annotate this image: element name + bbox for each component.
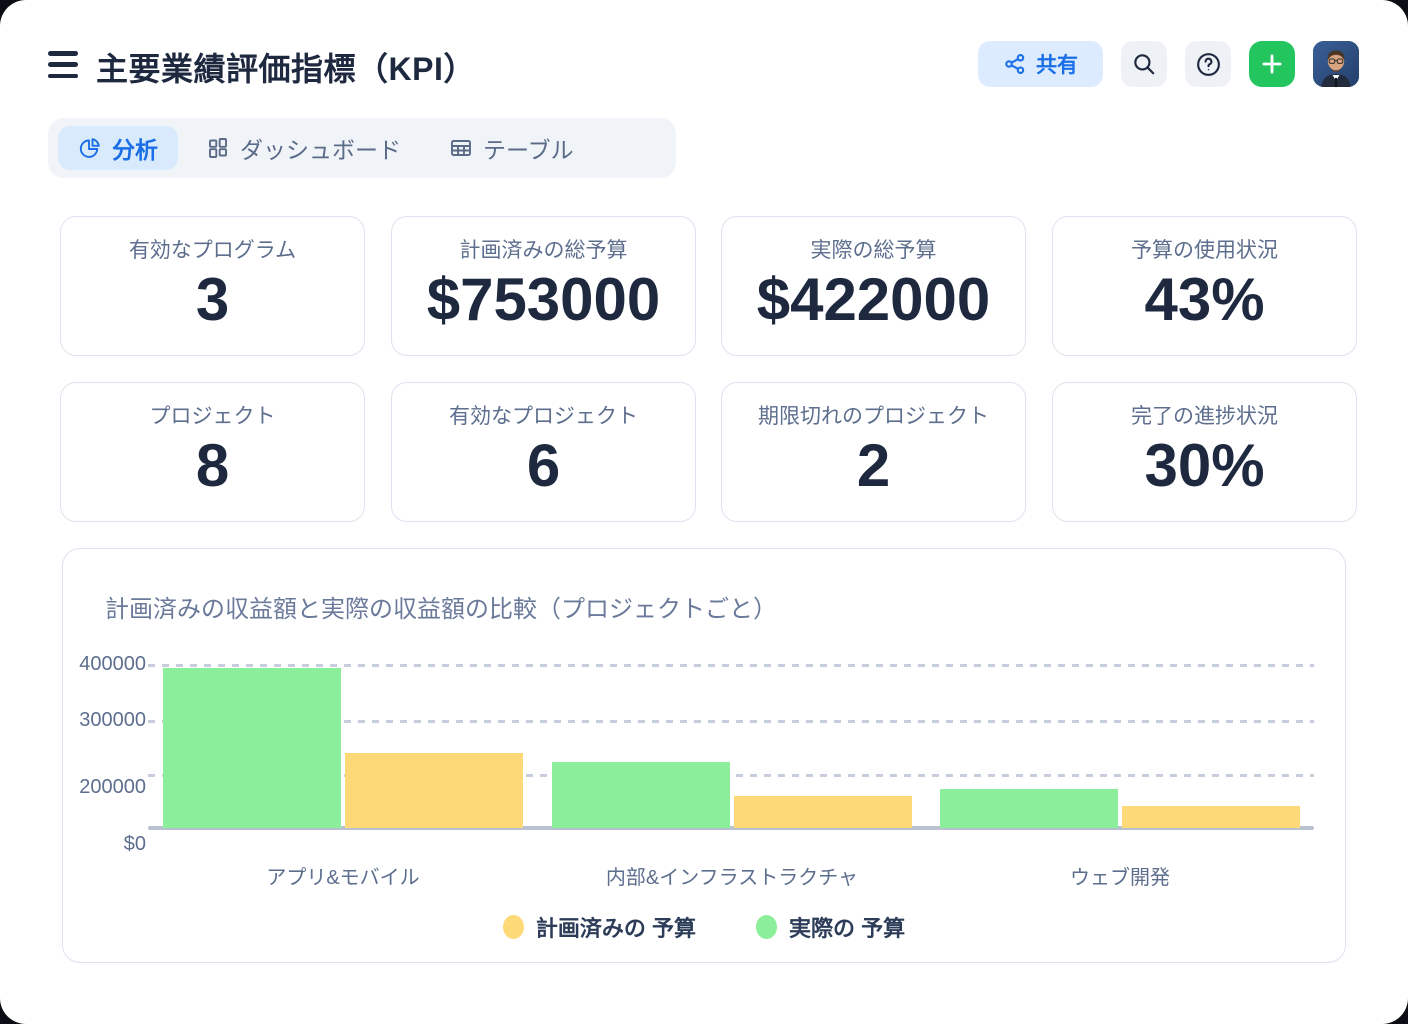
- kpi-label: 期限切れのプロジェクト: [758, 405, 989, 428]
- chart-title: 計画済みの収益額と実際の収益額の比較（プロジェクトごと）: [105, 596, 777, 623]
- category-label: ウェブ開発: [1070, 867, 1170, 889]
- legend-item-planned[interactable]: 計画済みの 予算: [502, 911, 696, 943]
- bar-実際の 予算-内部&インフラストラクチャ[interactable]: [552, 761, 730, 828]
- kpi-value: 2: [856, 432, 891, 499]
- plus-icon: [1259, 51, 1285, 77]
- y-tick-label: 400000: [79, 653, 146, 675]
- bar-計画済みの 予算-内部&インフラストラクチャ[interactable]: [734, 796, 912, 828]
- search-icon: [1131, 51, 1157, 77]
- share-button[interactable]: 共有: [978, 41, 1103, 87]
- actual-budget-swatch-icon: [756, 915, 777, 939]
- kpi-value: 43%: [1144, 266, 1265, 333]
- help-button[interactable]: [1185, 41, 1231, 87]
- kpi-card-actual-budget: 実際の総予算 $422000: [721, 216, 1026, 356]
- category-label: 内部&インフラストラクチャ: [605, 867, 859, 889]
- bar-計画済みの 予算-アプリ&モバイル[interactable]: [345, 753, 523, 828]
- dashboard-icon: [206, 136, 230, 160]
- tab-analysis-label: 分析: [112, 137, 158, 163]
- planned-budget-swatch-icon: [502, 915, 524, 939]
- tab-analysis[interactable]: 分析: [58, 126, 178, 170]
- y-tick-label: 300000: [79, 709, 146, 731]
- kpi-value: $422000: [756, 266, 991, 333]
- kpi-value: 8: [195, 432, 230, 499]
- share-button-label: 共有: [1036, 54, 1078, 77]
- kpi-card-completion-progress: 完了の進捗状況 30%: [1052, 382, 1357, 522]
- kpi-label: 完了の進捗状況: [1131, 405, 1278, 428]
- legend-item-actual[interactable]: 実際の 予算: [756, 911, 905, 943]
- kpi-card-overdue-projects: 期限切れのプロジェクト 2: [721, 382, 1026, 522]
- category-label: アプリ&モバイル: [266, 867, 420, 889]
- view-tabs: 分析 ダッシュボード テーブル: [48, 118, 676, 178]
- kpi-card-active-programs: 有効なプログラム 3: [60, 216, 365, 356]
- y-tick-label: $0: [123, 833, 146, 855]
- legend-label: 実際の 予算: [789, 916, 906, 941]
- gridline-200000: [148, 774, 1314, 777]
- tab-dashboard[interactable]: ダッシュボード: [186, 126, 421, 170]
- tab-table-label: テーブル: [483, 137, 574, 163]
- kpi-value: $753000: [426, 266, 661, 333]
- bar-実際の 予算-ウェブ開発[interactable]: [940, 789, 1118, 828]
- table-icon: [449, 136, 473, 160]
- pie-chart-icon: [78, 136, 102, 160]
- y-tick-label: 200000: [79, 776, 146, 798]
- kpi-label: 実際の総予算: [810, 239, 937, 262]
- kpi-card-budget-usage: 予算の使用状況 43%: [1052, 216, 1357, 356]
- kpi-card-active-projects: 有効なプロジェクト 6: [391, 382, 696, 522]
- hamburger-menu-icon[interactable]: [48, 51, 78, 78]
- kpi-label: 有効なプログラム: [128, 239, 297, 262]
- share-icon: [1003, 52, 1027, 76]
- bar-計画済みの 予算-ウェブ開発[interactable]: [1122, 806, 1300, 828]
- kpi-card-planned-budget: 計画済みの総予算 $753000: [391, 216, 696, 356]
- kpi-card-projects: プロジェクト 8: [60, 382, 365, 522]
- kpi-value: 30%: [1144, 432, 1265, 499]
- kpi-label: プロジェクト: [149, 405, 276, 428]
- plot-area: [148, 664, 1314, 830]
- help-icon: [1195, 51, 1222, 78]
- tab-table[interactable]: テーブル: [429, 126, 594, 170]
- gridline-300000: [148, 720, 1314, 723]
- x-axis-line: [148, 826, 1314, 830]
- gridline-400000: [148, 664, 1314, 667]
- avatar[interactable]: [1313, 41, 1359, 87]
- page-title: 主要業績評価指標（KPI）: [96, 51, 476, 87]
- kpi-value: 6: [526, 432, 561, 499]
- legend-label: 計画済みの 予算: [535, 916, 696, 941]
- add-button[interactable]: [1249, 41, 1295, 87]
- kpi-label: 有効なプロジェクト: [449, 405, 638, 428]
- kpi-label: 予算の使用状況: [1131, 239, 1278, 262]
- tab-dashboard-label: ダッシュボード: [240, 137, 401, 163]
- kpi-label: 計画済みの総予算: [459, 239, 628, 262]
- chart-legend: 計画済みの 予算 実際の 予算: [63, 911, 1345, 943]
- search-button[interactable]: [1121, 41, 1167, 87]
- bar-実際の 予算-アプリ&モバイル[interactable]: [163, 667, 341, 828]
- budget-comparison-chart-card: 計画済みの収益額と実際の収益額の比較（プロジェクトごと） 400000 3000…: [62, 548, 1346, 963]
- kpi-value: 3: [195, 266, 230, 333]
